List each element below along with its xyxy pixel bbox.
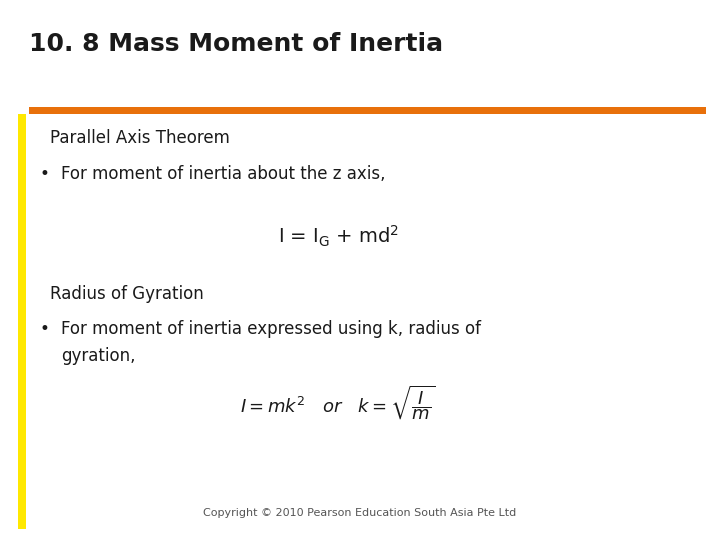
Text: gyration,: gyration, xyxy=(61,347,135,364)
Text: Copyright © 2010 Pearson Education South Asia Pte Ltd: Copyright © 2010 Pearson Education South… xyxy=(203,508,517,518)
Bar xyxy=(29,107,706,114)
Text: For moment of inertia expressed using k, radius of: For moment of inertia expressed using k,… xyxy=(61,320,481,338)
Bar xyxy=(18,114,26,529)
Text: •: • xyxy=(40,320,50,338)
Text: I = I$_{\mathregular{G}}$ + md$^{\mathregular{2}}$: I = I$_{\mathregular{G}}$ + md$^{\mathre… xyxy=(278,224,399,249)
Text: Parallel Axis Theorem: Parallel Axis Theorem xyxy=(50,129,230,146)
Text: 10. 8 Mass Moment of Inertia: 10. 8 Mass Moment of Inertia xyxy=(29,32,443,56)
Text: For moment of inertia about the z axis,: For moment of inertia about the z axis, xyxy=(61,165,386,183)
Text: $\mathit{I} = \mathit{m}\mathit{k}^{2}$   $\mathit{or}$   $\mathit{k} = \sqrt{\d: $\mathit{I} = \mathit{m}\mathit{k}^{2}$ … xyxy=(240,383,436,422)
Text: •: • xyxy=(40,165,50,183)
Text: Radius of Gyration: Radius of Gyration xyxy=(50,285,204,303)
